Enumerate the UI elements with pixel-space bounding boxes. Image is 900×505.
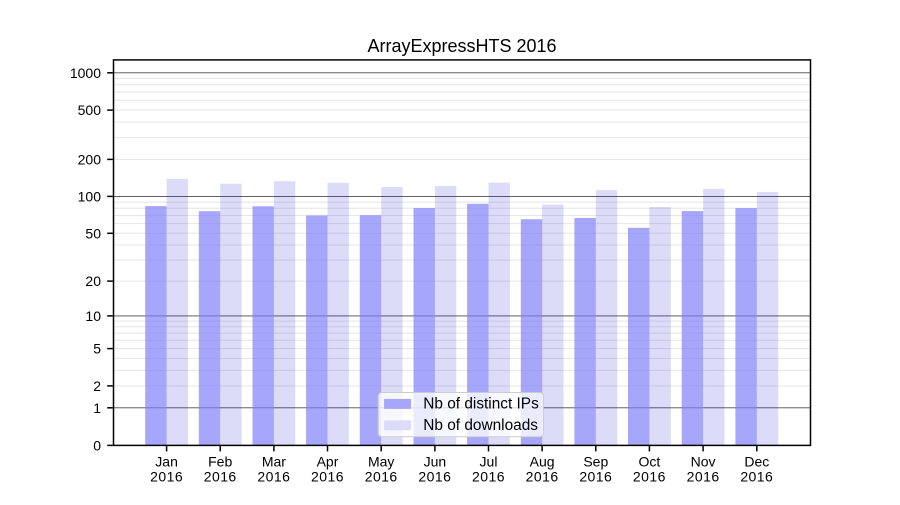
svg-text:50: 50 — [85, 225, 101, 241]
svg-text:Dec: Dec — [744, 454, 769, 470]
svg-text:Sep: Sep — [583, 454, 608, 470]
svg-text:2016: 2016 — [204, 469, 237, 485]
svg-text:Aug: Aug — [530, 454, 555, 470]
svg-text:2: 2 — [93, 378, 101, 394]
svg-text:Nb of downloads: Nb of downloads — [423, 417, 538, 434]
svg-text:100: 100 — [78, 188, 102, 204]
svg-text:May: May — [368, 454, 394, 470]
svg-text:2016: 2016 — [526, 469, 559, 485]
svg-text:10: 10 — [85, 308, 101, 324]
svg-text:2016: 2016 — [633, 469, 666, 485]
svg-text:2016: 2016 — [687, 469, 720, 485]
svg-text:Nov: Nov — [691, 454, 716, 470]
svg-text:200: 200 — [78, 151, 102, 167]
svg-text:Feb: Feb — [208, 454, 232, 470]
svg-text:ArrayExpressHTS 2016: ArrayExpressHTS 2016 — [367, 36, 556, 56]
svg-text:2016: 2016 — [418, 469, 451, 485]
svg-text:1: 1 — [93, 400, 101, 416]
svg-text:2016: 2016 — [257, 469, 290, 485]
svg-text:2016: 2016 — [150, 469, 183, 485]
svg-text:5: 5 — [93, 341, 101, 357]
svg-text:500: 500 — [78, 102, 102, 118]
svg-text:20: 20 — [85, 273, 101, 289]
svg-text:Nb of distinct IPs: Nb of distinct IPs — [423, 395, 539, 412]
svg-text:2016: 2016 — [740, 469, 773, 485]
svg-text:Jul: Jul — [480, 454, 498, 470]
svg-text:0: 0 — [93, 437, 101, 453]
svg-text:2016: 2016 — [472, 469, 505, 485]
svg-text:Apr: Apr — [317, 454, 339, 470]
svg-text:Oct: Oct — [639, 454, 661, 470]
svg-text:1000: 1000 — [70, 65, 101, 81]
svg-text:Jun: Jun — [424, 454, 447, 470]
svg-text:2016: 2016 — [311, 469, 344, 485]
svg-text:2016: 2016 — [579, 469, 612, 485]
svg-text:2016: 2016 — [365, 469, 398, 485]
svg-text:Jan: Jan — [155, 454, 178, 470]
svg-text:Mar: Mar — [262, 454, 286, 470]
